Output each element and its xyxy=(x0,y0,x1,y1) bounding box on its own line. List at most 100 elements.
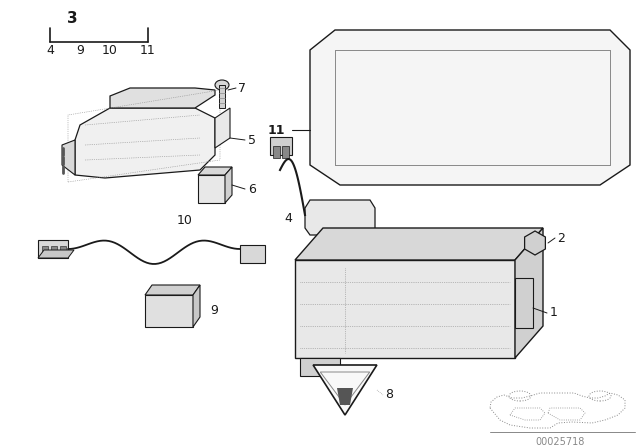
Text: 2: 2 xyxy=(557,232,565,245)
Text: 11: 11 xyxy=(268,124,285,137)
Bar xyxy=(149,303,157,321)
Text: 9: 9 xyxy=(76,43,84,56)
Ellipse shape xyxy=(426,100,435,106)
Ellipse shape xyxy=(378,87,396,99)
Ellipse shape xyxy=(346,114,364,126)
Bar xyxy=(270,137,292,155)
Polygon shape xyxy=(295,228,543,260)
Bar xyxy=(38,240,68,258)
Bar xyxy=(240,245,265,263)
Ellipse shape xyxy=(478,122,494,134)
Ellipse shape xyxy=(518,298,530,308)
Polygon shape xyxy=(305,200,375,235)
Ellipse shape xyxy=(481,75,490,81)
Polygon shape xyxy=(75,108,215,178)
Polygon shape xyxy=(515,278,533,328)
Bar xyxy=(273,146,280,158)
Ellipse shape xyxy=(346,141,364,153)
Ellipse shape xyxy=(585,63,595,69)
Ellipse shape xyxy=(408,165,422,175)
Text: 5: 5 xyxy=(248,134,256,146)
Ellipse shape xyxy=(581,60,599,72)
Ellipse shape xyxy=(478,73,494,83)
Ellipse shape xyxy=(411,168,419,172)
Text: 9: 9 xyxy=(210,305,218,318)
Ellipse shape xyxy=(478,47,494,59)
Ellipse shape xyxy=(581,141,599,153)
Ellipse shape xyxy=(346,87,364,99)
Ellipse shape xyxy=(378,141,396,153)
Ellipse shape xyxy=(555,90,565,96)
Bar xyxy=(171,303,179,321)
Polygon shape xyxy=(525,231,545,255)
Ellipse shape xyxy=(378,60,396,72)
Ellipse shape xyxy=(341,374,349,382)
Ellipse shape xyxy=(382,117,392,123)
Ellipse shape xyxy=(585,117,595,123)
Polygon shape xyxy=(295,260,515,358)
Ellipse shape xyxy=(378,114,396,126)
Ellipse shape xyxy=(382,63,392,69)
Text: 8: 8 xyxy=(385,388,393,401)
Ellipse shape xyxy=(450,98,466,108)
Ellipse shape xyxy=(551,87,569,99)
Text: 10: 10 xyxy=(177,214,193,227)
Bar xyxy=(42,246,48,256)
Bar xyxy=(329,208,339,230)
Bar xyxy=(60,246,66,256)
Bar xyxy=(160,303,168,321)
Ellipse shape xyxy=(382,90,392,96)
Ellipse shape xyxy=(481,125,490,131)
Ellipse shape xyxy=(426,150,435,156)
Polygon shape xyxy=(193,285,200,327)
Ellipse shape xyxy=(454,125,463,131)
Polygon shape xyxy=(110,88,215,108)
Ellipse shape xyxy=(481,100,490,106)
Ellipse shape xyxy=(450,122,466,134)
Polygon shape xyxy=(145,295,193,327)
Polygon shape xyxy=(219,85,225,108)
Polygon shape xyxy=(310,30,630,185)
Ellipse shape xyxy=(454,150,463,156)
Ellipse shape xyxy=(450,147,466,159)
Bar xyxy=(315,208,325,230)
Ellipse shape xyxy=(585,90,595,96)
Bar xyxy=(182,303,190,321)
Ellipse shape xyxy=(422,47,438,59)
Text: 3: 3 xyxy=(67,10,77,26)
Bar xyxy=(343,208,353,230)
Ellipse shape xyxy=(478,147,494,159)
Ellipse shape xyxy=(486,168,494,172)
Polygon shape xyxy=(300,358,340,376)
Ellipse shape xyxy=(551,60,569,72)
Polygon shape xyxy=(62,140,75,175)
Ellipse shape xyxy=(422,73,438,83)
Ellipse shape xyxy=(454,75,463,81)
Text: 7: 7 xyxy=(238,82,246,95)
Ellipse shape xyxy=(204,184,218,194)
Text: 4: 4 xyxy=(46,43,54,56)
Ellipse shape xyxy=(481,50,490,56)
Text: 6: 6 xyxy=(248,182,256,195)
Polygon shape xyxy=(198,167,232,175)
Ellipse shape xyxy=(478,98,494,108)
Ellipse shape xyxy=(350,90,360,96)
Ellipse shape xyxy=(422,122,438,134)
Text: 10: 10 xyxy=(102,43,118,56)
Polygon shape xyxy=(337,388,353,405)
Ellipse shape xyxy=(481,150,490,156)
Bar xyxy=(51,246,57,256)
Ellipse shape xyxy=(551,141,569,153)
Text: 00025718: 00025718 xyxy=(535,437,585,447)
Ellipse shape xyxy=(483,165,497,175)
Ellipse shape xyxy=(555,117,565,123)
Ellipse shape xyxy=(450,47,466,59)
Ellipse shape xyxy=(454,50,463,56)
Ellipse shape xyxy=(454,100,463,106)
Text: 1: 1 xyxy=(550,306,558,319)
Polygon shape xyxy=(515,228,543,358)
Bar xyxy=(282,146,289,158)
Ellipse shape xyxy=(585,144,595,150)
Ellipse shape xyxy=(426,75,435,81)
Ellipse shape xyxy=(555,144,565,150)
